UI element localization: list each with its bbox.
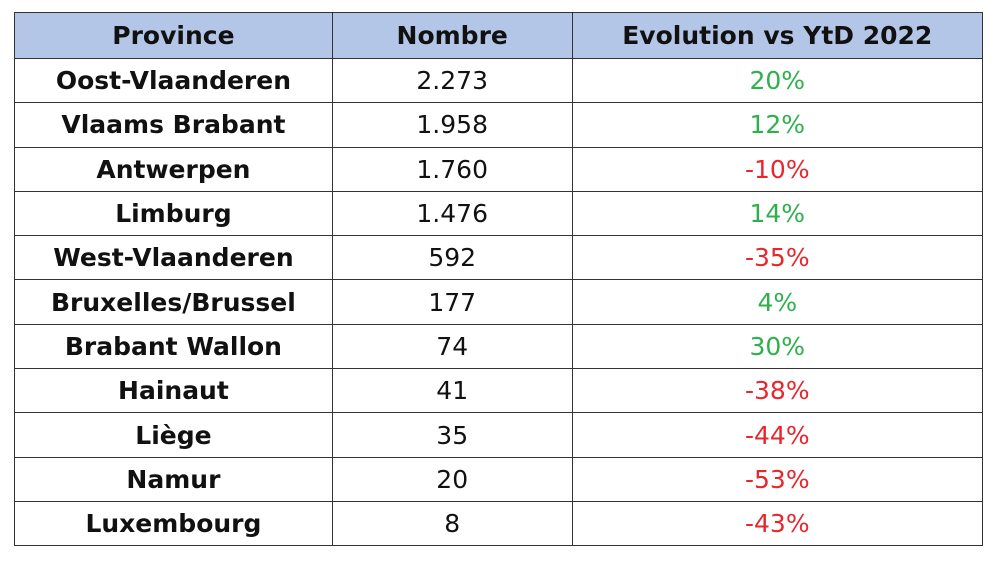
evolution-cell: 30% [571,323,984,370]
table-row: Liège 35 -44% [14,412,984,458]
count-cell: 41 [331,368,573,414]
evolution-cell: -43% [571,500,984,547]
table-row: Luxembourg 8 -43% [14,500,984,547]
count-cell: 1.476 [331,190,573,237]
evolution-cell: -53% [571,456,984,502]
table-row: Oost-Vlaanderen 2.273 20% [14,57,984,104]
table-row: West-Vlaanderen 592 -35% [14,235,984,281]
evolution-cell: 14% [571,190,984,237]
table-row: Vlaams Brabant 1.958 12% [14,102,984,148]
province-table: Province Nombre Evolution vs YtD 2022 Oost… [14,12,984,547]
table-row: Namur 20 -53% [14,456,984,502]
header-cell: Evolution vs YtD 2022 [571,12,984,59]
province-cell: Limburg [14,190,333,237]
province-cell: Vlaams Brabant [14,102,333,148]
province-cell: Brabant Wallon [14,323,333,370]
count-cell: 8 [331,500,573,547]
count-cell: 1.958 [331,102,573,148]
province-cell: Oost-Vlaanderen [14,57,333,104]
province-cell: Luxembourg [14,500,333,547]
table-row: Bruxelles/Brussel 177 4% [14,279,984,325]
table-row: Antwerpen 1.760 -10% [14,146,984,192]
count-cell: 35 [331,412,573,458]
header-cell: Province [14,12,333,59]
province-cell: Antwerpen [14,146,333,192]
header-row: Province Nombre Evolution vs YtD 2022 [14,12,984,59]
evolution-cell: 20% [571,57,984,104]
province-cell: Liège [14,412,333,458]
count-cell: 1.760 [331,146,573,192]
evolution-cell: 4% [571,279,984,325]
province-cell: West-Vlaanderen [14,235,333,281]
count-cell: 20 [331,456,573,502]
count-cell: 74 [331,323,573,370]
table-body: Oost-Vlaanderen 2.273 20% Vlaams Brabant 1.9… [14,57,984,547]
table-row: Brabant Wallon 74 30% [14,323,984,370]
count-cell: 177 [331,279,573,325]
evolution-cell: -10% [571,146,984,192]
evolution-cell: -38% [571,368,984,414]
province-cell: Hainaut [14,368,333,414]
count-cell: 592 [331,235,573,281]
count-cell: 2.273 [331,57,573,104]
evolution-cell: -44% [571,412,984,458]
province-cell: Namur [14,456,333,502]
table-header: Province Nombre Evolution vs YtD 2022 [14,12,984,59]
header-cell: Nombre [331,12,573,59]
evolution-cell: 12% [571,102,984,148]
table-row: Limburg 1.476 14% [14,190,984,237]
table-row: Hainaut 41 -38% [14,368,984,414]
province-cell: Bruxelles/Brussel [14,279,333,325]
evolution-cell: -35% [571,235,984,281]
